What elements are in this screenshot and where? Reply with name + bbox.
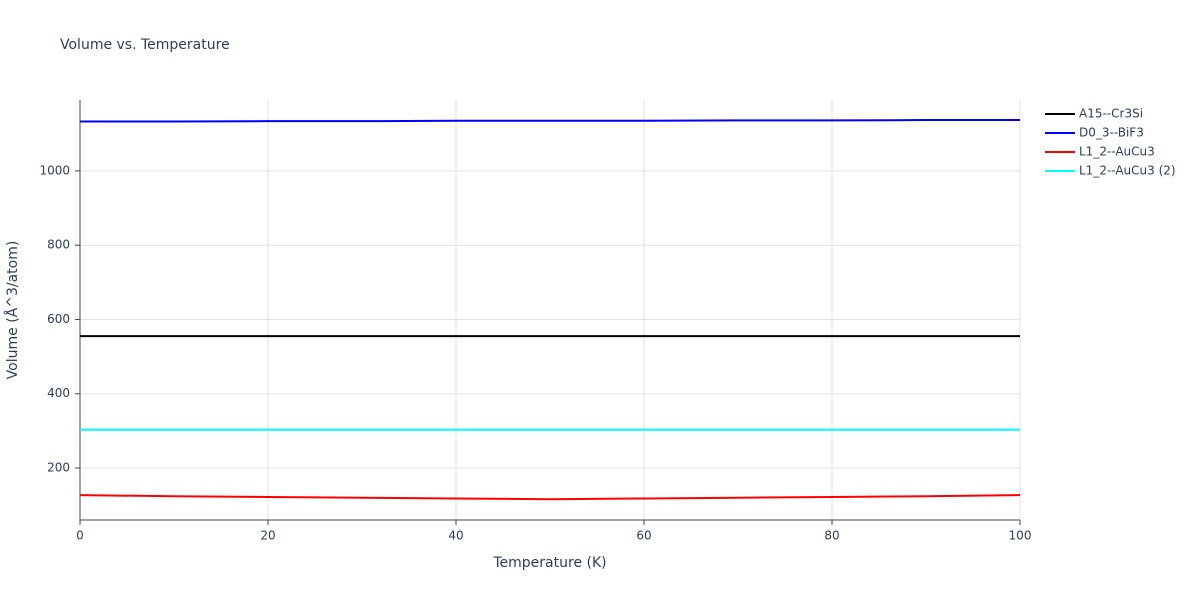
legend-label: L1_2--AuCu3 (2) <box>1079 164 1176 178</box>
y-tick-label: 400 <box>47 386 70 400</box>
x-tick-label: 40 <box>448 529 463 543</box>
y-tick-label: 800 <box>47 238 70 252</box>
chart-title: Volume vs. Temperature <box>60 37 230 53</box>
x-axis-title: Temperature (K) <box>492 555 606 571</box>
x-tick-label: 100 <box>1009 529 1032 543</box>
x-tick-label: 0 <box>76 529 84 543</box>
series-line <box>80 119 1020 123</box>
y-tick-label: 600 <box>47 312 70 326</box>
y-axis-title: Volume (Å^3/atom) <box>4 241 21 380</box>
x-tick-label: 60 <box>636 529 651 543</box>
series-line <box>79 494 1021 501</box>
legend-label: L1_2--AuCu3 <box>1079 145 1155 159</box>
legend-label: A15--Cr3Si <box>1079 107 1143 121</box>
legend-label: D0_3--BiF3 <box>1079 126 1144 140</box>
y-tick-label: 1000 <box>39 163 70 177</box>
x-tick-label: 20 <box>260 529 275 543</box>
y-tick-label: 200 <box>47 461 70 475</box>
x-tick-label: 80 <box>824 529 839 543</box>
